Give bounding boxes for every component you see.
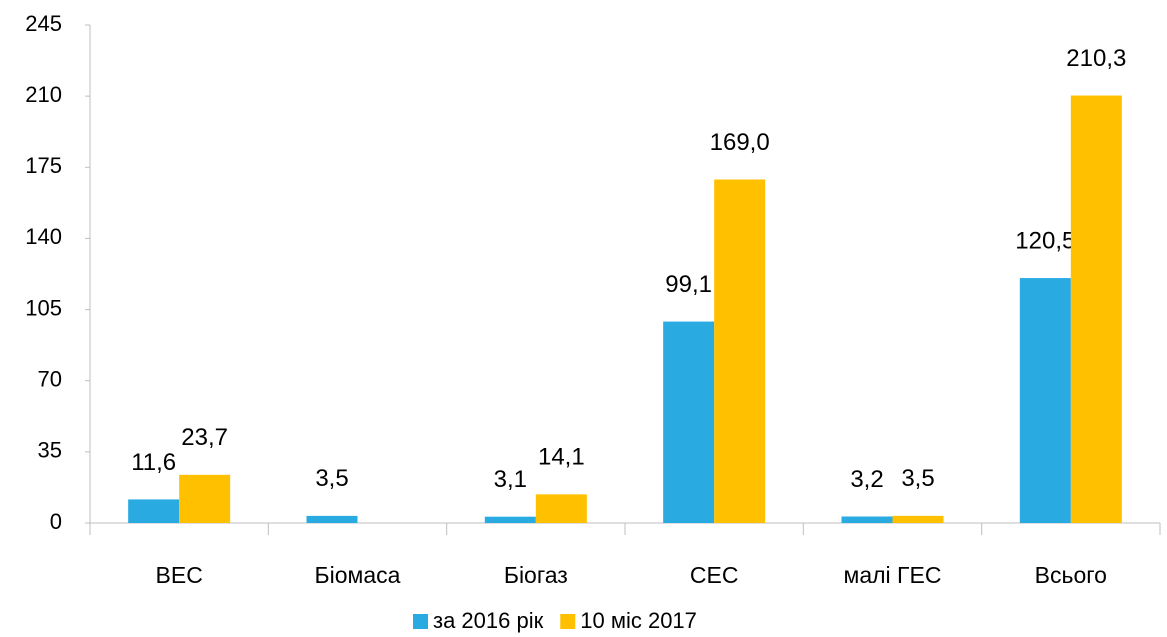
y-tick-label: 245 (25, 11, 62, 36)
bar (663, 321, 715, 523)
value-label: 3,5 (901, 465, 934, 492)
y-tick-label: 70 (38, 367, 62, 392)
y-tick-label: 0 (50, 509, 62, 534)
x-tick-label: Біогаз (504, 562, 568, 588)
bar (306, 515, 358, 523)
x-tick-label: малі ГЕС (844, 562, 942, 588)
bar (714, 179, 766, 523)
bar (892, 515, 944, 523)
y-tick-label: 175 (25, 153, 62, 178)
value-label: 210,3 (1066, 45, 1126, 72)
bar (128, 499, 180, 523)
x-tick-label: Всього (1035, 562, 1107, 588)
legend-swatch (413, 614, 428, 629)
y-tick-label: 140 (25, 224, 62, 249)
value-label: 14,1 (538, 444, 585, 471)
value-label: 3,5 (315, 465, 348, 492)
bar (179, 474, 231, 523)
x-tick-label: Біомаса (315, 562, 401, 588)
y-tick-label: 105 (25, 295, 62, 320)
bar (1019, 278, 1071, 523)
legend-label: 10 міс 2017 (580, 608, 697, 633)
x-tick-label: ВЕС (156, 562, 203, 588)
legend-label: за 2016 рік (433, 608, 544, 633)
value-label: 3,2 (850, 466, 883, 493)
bar (841, 516, 893, 523)
value-label: 169,0 (710, 129, 770, 156)
legend-swatch (560, 614, 576, 629)
value-label: 120,5 (1015, 227, 1075, 254)
y-tick-label: 210 (25, 82, 62, 107)
bar (535, 494, 587, 523)
value-label: 99,1 (665, 271, 712, 298)
x-tick-label: СЕС (690, 562, 739, 588)
y-tick-label: 35 (38, 438, 62, 463)
value-label: 11,6 (131, 449, 176, 476)
value-label: 3,1 (494, 466, 527, 493)
value-label: 23,7 (181, 424, 228, 451)
bar (484, 516, 536, 523)
bar (1070, 95, 1122, 524)
